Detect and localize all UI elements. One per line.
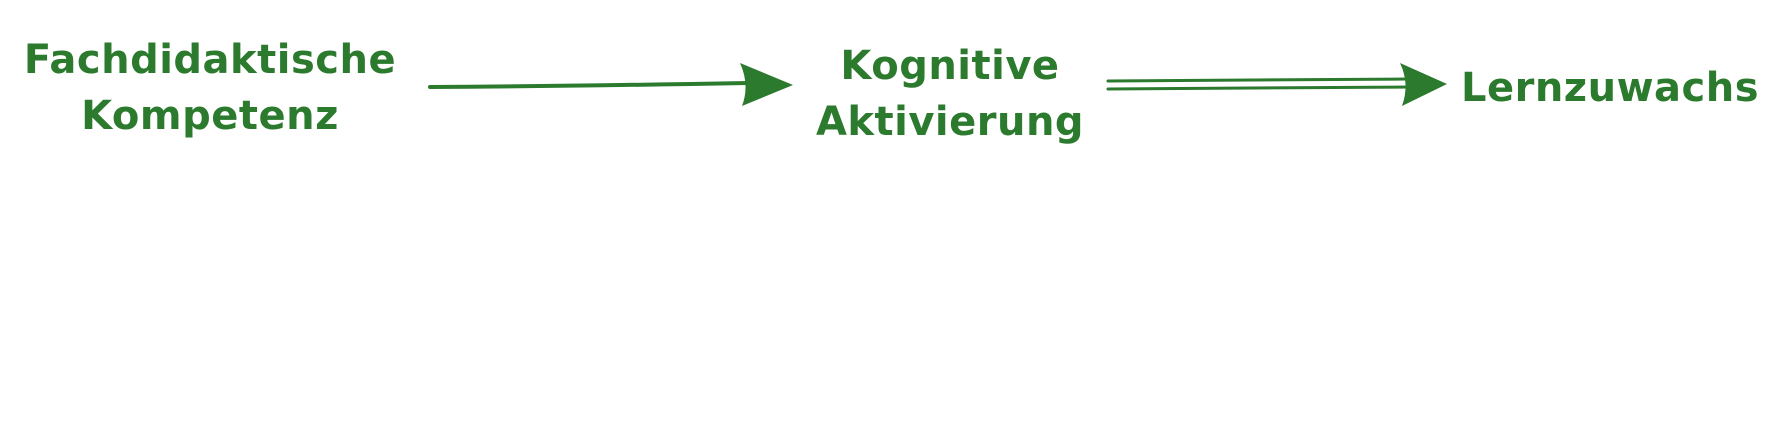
node-kognitive-aktivierung: Kognitive Aktivierung (800, 38, 1100, 150)
node-label-line: Fachdidaktische (23, 37, 397, 83)
node-label-line: Lernzuwachs (1460, 65, 1760, 111)
node-label-line: Aktivierung (815, 99, 1085, 145)
node-label-line: Kompetenz (81, 93, 339, 139)
node-label-line: Kognitive (840, 43, 1060, 89)
node-fachdidaktische-kompetenz: Fachdidaktische Kompetenz (20, 32, 400, 144)
node-lernzuwachs: Lernzuwachs (1450, 60, 1770, 116)
arrow-head (740, 63, 793, 106)
arrow-shaft (428, 81, 750, 89)
arrow-shaft-upper (1106, 77, 1410, 83)
arrow-head (1400, 63, 1447, 106)
arrow-shaft-lower (1106, 85, 1412, 91)
arrow-aktivierung-to-lernzuwachs (1106, 63, 1447, 106)
arrow-kompetenz-to-aktivierung (428, 63, 793, 106)
